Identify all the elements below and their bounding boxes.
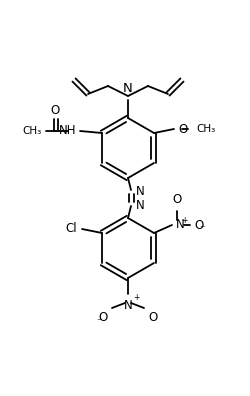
Text: N: N: [136, 198, 145, 211]
Text: N: N: [124, 299, 132, 312]
Text: CH₃: CH₃: [196, 124, 215, 134]
Text: CH₃: CH₃: [23, 126, 42, 136]
Text: O: O: [148, 311, 157, 324]
Text: N: N: [176, 217, 185, 230]
Text: ⁻: ⁻: [199, 224, 204, 234]
Text: NH: NH: [58, 124, 76, 137]
Text: N: N: [136, 185, 145, 198]
Text: O: O: [50, 104, 60, 117]
Text: N: N: [123, 82, 133, 95]
Text: +: +: [133, 293, 140, 301]
Text: O: O: [178, 122, 187, 135]
Text: O: O: [194, 219, 203, 232]
Text: O: O: [172, 193, 182, 206]
Text: O: O: [99, 311, 108, 324]
Text: Cl: Cl: [66, 221, 77, 234]
Text: ⁻: ⁻: [96, 317, 102, 327]
Text: +: +: [181, 215, 187, 225]
